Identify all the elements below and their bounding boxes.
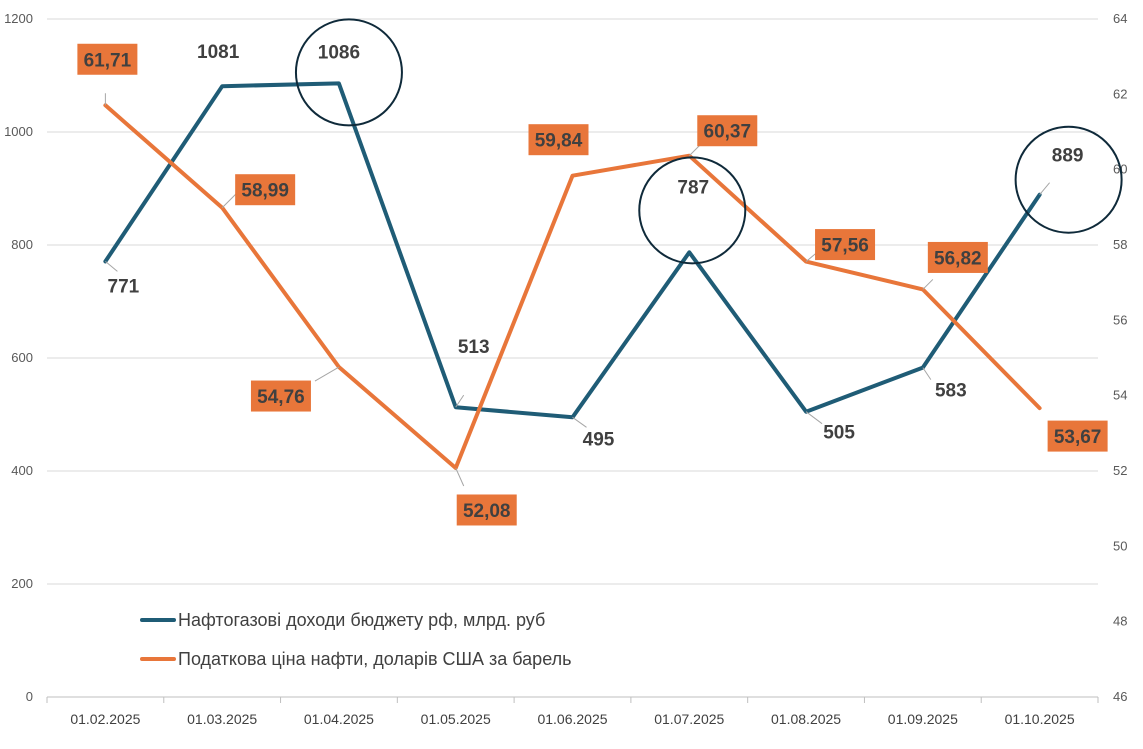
price-data-label: 58,99	[241, 181, 289, 202]
leader-line	[455, 467, 465, 487]
right-y-tick-label: 46	[1113, 689, 1127, 704]
price-data-label-box	[697, 115, 758, 147]
right-y-tick-label: 52	[1113, 463, 1127, 478]
revenue-data-label: 889	[1052, 146, 1084, 167]
price-data-label: 61,71	[84, 50, 132, 71]
legend-entry: Податкова ціна нафти, доларів США за бар…	[178, 649, 572, 669]
x-tick-label: 01.05.2025	[421, 711, 491, 727]
revenue-data-label: 1086	[318, 42, 360, 63]
leader-line	[105, 261, 118, 272]
right-y-tick-label: 56	[1113, 312, 1127, 327]
leader-line	[922, 367, 932, 380]
highlight-circle	[638, 156, 747, 265]
price-data-label-box	[528, 124, 589, 156]
x-tick-label: 01.07.2025	[654, 711, 724, 727]
left-y-tick-label: 600	[11, 350, 33, 365]
right-y-tick-label: 54	[1113, 388, 1127, 403]
revenue-data-label: 771	[108, 276, 140, 297]
left-y-tick-label: 200	[11, 576, 33, 591]
revenue-data-label: 1081	[197, 42, 240, 63]
right-y-tick-label: 58	[1113, 237, 1127, 252]
legend-entry: Нафтогазові доходи бюджету рф, млрд. руб	[178, 610, 545, 630]
price-data-label-box	[815, 229, 876, 261]
legend: Нафтогазові доходи бюджету рф, млрд. руб…	[140, 610, 572, 669]
right-y-tick-label: 48	[1113, 614, 1127, 629]
leader-line	[572, 416, 587, 428]
price-data-label: 52,08	[463, 501, 511, 522]
price-data-label: 60,37	[704, 122, 752, 143]
leader-line	[455, 394, 465, 408]
left-y-tick-label: 1200	[4, 11, 33, 26]
right-y-tick-label: 62	[1113, 86, 1127, 101]
leader-line	[221, 193, 237, 209]
grid-lines	[47, 18, 1098, 698]
right-y-tick-label: 50	[1113, 538, 1127, 553]
left-y-tick-label: 400	[11, 463, 33, 478]
price-data-label-box	[1047, 420, 1108, 452]
x-axis: 01.02.2025 01.03.2025 01.04.2025 01.05.2025…	[46, 697, 1099, 727]
x-tick-label: 01.08.2025	[771, 711, 841, 727]
leader-line	[314, 366, 340, 382]
price-data-label-box	[235, 174, 296, 206]
price-data-label: 59,84	[535, 131, 583, 152]
leader-line	[805, 411, 823, 425]
x-tick-label: 01.03.2025	[187, 711, 257, 727]
revenue-data-label: 495	[583, 429, 615, 450]
series-line-oil-gas-revenue	[103, 81, 1042, 420]
x-tick-label: 01.10.2025	[1005, 711, 1075, 727]
left-y-axis: 0 200 400 600 800 1000 1200	[4, 11, 33, 704]
series-line-oil-price	[103, 103, 1042, 470]
price-data-label: 54,76	[257, 387, 305, 408]
series-group	[103, 81, 1042, 470]
price-data-label-box	[456, 494, 517, 526]
price-data-label-box	[927, 241, 988, 273]
price-data-label: 57,56	[821, 236, 869, 257]
x-tick-label: 01.04.2025	[304, 711, 374, 727]
revenue-data-label: 583	[935, 381, 967, 402]
left-y-tick-label: 800	[11, 237, 33, 252]
left-y-tick-label: 1000	[4, 124, 33, 139]
x-tick-label: 01.06.2025	[537, 711, 607, 727]
price-data-label: 56,82	[934, 248, 982, 269]
price-data-label: 53,67	[1054, 427, 1102, 448]
x-tick-label: 01.02.2025	[70, 711, 140, 727]
revenue-data-label: 505	[823, 423, 855, 444]
highlight-circle	[1014, 125, 1123, 234]
highlight-circle	[294, 18, 403, 127]
price-data-label-box	[250, 380, 311, 412]
revenue-data-label: 787	[677, 177, 709, 198]
leader-line	[1039, 182, 1050, 196]
data-labels: 771 1081 1086 513 495 787 505 583 889 61,71 58,99 5…	[77, 42, 1108, 526]
leader-line	[922, 279, 934, 290]
right-y-tick-label: 64	[1113, 11, 1127, 26]
x-tick-label: 01.09.2025	[888, 711, 958, 727]
left-y-tick-label: 0	[26, 689, 33, 704]
highlight-circles	[294, 18, 1123, 265]
price-data-label-box	[77, 43, 138, 75]
revenue-data-label: 513	[458, 337, 490, 358]
